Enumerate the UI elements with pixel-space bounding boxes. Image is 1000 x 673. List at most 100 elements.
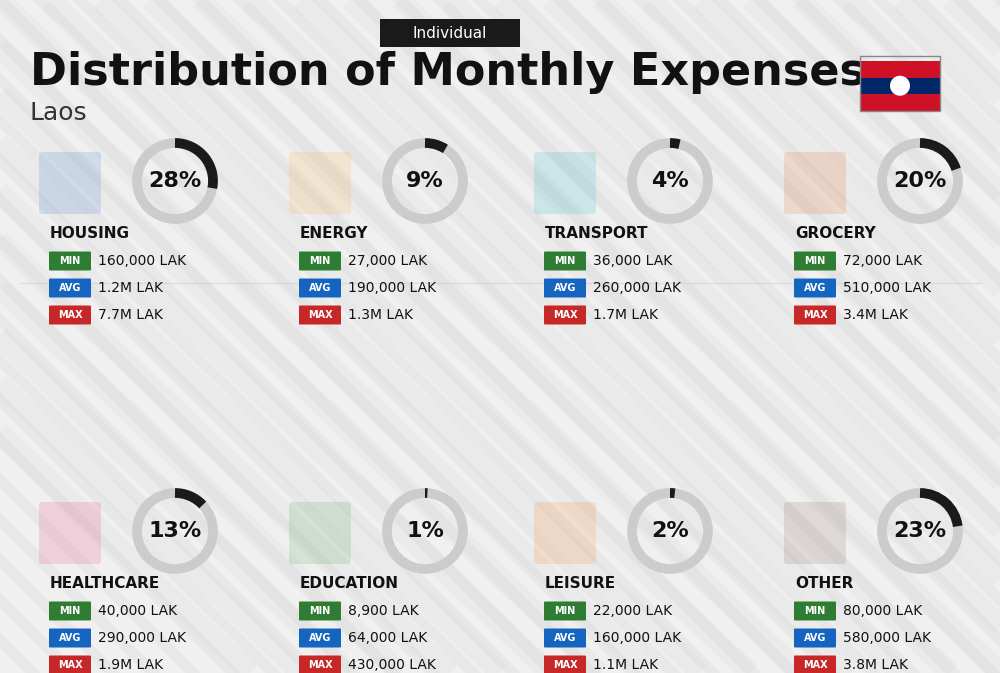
FancyBboxPatch shape [860,77,940,94]
FancyBboxPatch shape [794,602,836,621]
Text: 22,000 LAK: 22,000 LAK [593,604,672,618]
Text: MAX: MAX [553,310,577,320]
FancyBboxPatch shape [860,61,940,77]
Text: 1.3M LAK: 1.3M LAK [348,308,413,322]
Text: 9%: 9% [406,171,444,191]
Text: MIN: MIN [309,606,331,616]
Text: 40,000 LAK: 40,000 LAK [98,604,177,618]
Text: 3.8M LAK: 3.8M LAK [843,658,908,672]
FancyBboxPatch shape [289,502,351,564]
Text: 1%: 1% [406,521,444,541]
Text: 160,000 LAK: 160,000 LAK [593,631,681,645]
FancyBboxPatch shape [794,252,836,271]
FancyBboxPatch shape [544,602,586,621]
FancyBboxPatch shape [544,629,586,647]
FancyBboxPatch shape [794,306,836,324]
FancyBboxPatch shape [39,152,101,214]
Text: 1.2M LAK: 1.2M LAK [98,281,163,295]
Text: 13%: 13% [148,521,202,541]
Text: 3.4M LAK: 3.4M LAK [843,308,908,322]
Text: LEISURE: LEISURE [545,575,616,590]
FancyBboxPatch shape [860,94,940,110]
FancyBboxPatch shape [534,502,596,564]
Text: 4%: 4% [651,171,689,191]
Text: MIN: MIN [59,256,81,266]
FancyBboxPatch shape [544,252,586,271]
FancyBboxPatch shape [380,19,520,47]
Text: 28%: 28% [148,171,202,191]
Text: MAX: MAX [308,660,332,670]
Text: 190,000 LAK: 190,000 LAK [348,281,436,295]
Text: AVG: AVG [554,283,576,293]
FancyBboxPatch shape [299,306,341,324]
Text: 72,000 LAK: 72,000 LAK [843,254,922,268]
Text: 8,900 LAK: 8,900 LAK [348,604,419,618]
Text: 80,000 LAK: 80,000 LAK [843,604,922,618]
Text: AVG: AVG [59,283,81,293]
Text: 1.7M LAK: 1.7M LAK [593,308,658,322]
Text: 1.9M LAK: 1.9M LAK [98,658,163,672]
Text: MAX: MAX [58,310,82,320]
FancyBboxPatch shape [299,656,341,673]
FancyBboxPatch shape [299,629,341,647]
Text: 2%: 2% [651,521,689,541]
Text: 260,000 LAK: 260,000 LAK [593,281,681,295]
FancyBboxPatch shape [49,629,91,647]
Text: AVG: AVG [309,633,331,643]
Text: 580,000 LAK: 580,000 LAK [843,631,931,645]
FancyBboxPatch shape [794,656,836,673]
Text: MIN: MIN [804,256,826,266]
FancyBboxPatch shape [49,656,91,673]
Text: MIN: MIN [804,606,826,616]
Text: 7.7M LAK: 7.7M LAK [98,308,163,322]
Text: MIN: MIN [309,256,331,266]
Text: 510,000 LAK: 510,000 LAK [843,281,931,295]
Text: AVG: AVG [309,283,331,293]
FancyBboxPatch shape [534,152,596,214]
Text: 36,000 LAK: 36,000 LAK [593,254,672,268]
Text: Laos: Laos [30,101,88,125]
Text: 27,000 LAK: 27,000 LAK [348,254,427,268]
Text: AVG: AVG [554,633,576,643]
Text: MIN: MIN [554,256,576,266]
Text: MAX: MAX [803,310,827,320]
Circle shape [890,76,910,96]
Text: 64,000 LAK: 64,000 LAK [348,631,427,645]
FancyBboxPatch shape [544,306,586,324]
Text: HOUSING: HOUSING [50,225,130,240]
FancyBboxPatch shape [794,629,836,647]
Text: ENERGY: ENERGY [300,225,368,240]
FancyBboxPatch shape [299,279,341,297]
FancyBboxPatch shape [784,152,846,214]
FancyBboxPatch shape [794,279,836,297]
FancyBboxPatch shape [544,279,586,297]
FancyBboxPatch shape [39,502,101,564]
Text: MAX: MAX [308,310,332,320]
FancyBboxPatch shape [49,252,91,271]
Text: MIN: MIN [59,606,81,616]
Text: 430,000 LAK: 430,000 LAK [348,658,436,672]
Text: AVG: AVG [804,283,826,293]
Text: OTHER: OTHER [795,575,853,590]
FancyBboxPatch shape [289,152,351,214]
Text: MAX: MAX [58,660,82,670]
FancyBboxPatch shape [784,502,846,564]
Text: 160,000 LAK: 160,000 LAK [98,254,186,268]
Text: EDUCATION: EDUCATION [300,575,399,590]
Text: GROCERY: GROCERY [795,225,876,240]
Text: 23%: 23% [893,521,947,541]
FancyBboxPatch shape [49,306,91,324]
Text: MAX: MAX [553,660,577,670]
FancyBboxPatch shape [49,602,91,621]
Text: MIN: MIN [554,606,576,616]
Text: AVG: AVG [59,633,81,643]
Text: 20%: 20% [893,171,947,191]
FancyBboxPatch shape [544,656,586,673]
Text: 290,000 LAK: 290,000 LAK [98,631,186,645]
FancyBboxPatch shape [299,252,341,271]
Text: Individual: Individual [413,26,487,40]
FancyBboxPatch shape [49,279,91,297]
Text: Distribution of Monthly Expenses: Distribution of Monthly Expenses [30,52,866,94]
FancyBboxPatch shape [299,602,341,621]
Text: MAX: MAX [803,660,827,670]
